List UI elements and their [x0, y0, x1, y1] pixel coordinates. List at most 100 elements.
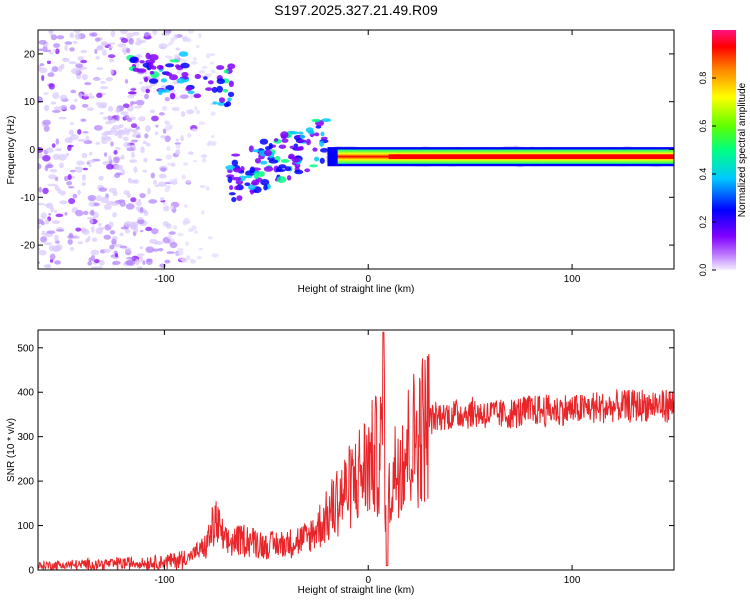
- noise-blob: [97, 104, 107, 109]
- noise-blob: [43, 125, 50, 132]
- noise-blob: [151, 228, 159, 235]
- noise-blob: [51, 143, 56, 148]
- noise-blob: [114, 164, 124, 171]
- noise-blob: [126, 257, 135, 260]
- colorbar-gradient: [712, 30, 736, 270]
- upper-cluster-blob: [127, 91, 137, 95]
- noise-blob: [174, 142, 181, 145]
- noise-blob: [45, 49, 52, 53]
- noise-blob: [200, 210, 205, 215]
- colorbar-tick-label: 0.8: [698, 72, 708, 85]
- noise-blob: [108, 47, 112, 51]
- noise-blob: [73, 98, 78, 102]
- lower-cluster-blob: [231, 197, 237, 203]
- noise-blob: [187, 227, 194, 233]
- lower-cluster-blob: [227, 176, 233, 183]
- upper-cluster-blob: [160, 78, 167, 83]
- noise-blob: [80, 49, 88, 54]
- noise-blob: [170, 237, 175, 243]
- noise-blob: [112, 212, 117, 218]
- noise-blob: [137, 219, 145, 225]
- noise-blob: [132, 31, 140, 36]
- colorbar-tick-label: 0.2: [698, 216, 708, 229]
- noise-blob: [175, 138, 179, 142]
- noise-blob: [123, 190, 130, 196]
- noise-blob: [95, 195, 102, 202]
- noise-blob: [49, 51, 54, 55]
- noise-blob: [198, 121, 206, 125]
- upper-cluster-blob: [169, 92, 176, 100]
- noise-blob: [57, 154, 67, 161]
- noise-blob: [119, 232, 124, 237]
- noise-blob: [140, 86, 147, 93]
- noise-blob: [136, 253, 145, 257]
- y-tick-label: 10: [24, 97, 36, 108]
- noise-blob: [151, 115, 159, 122]
- noise-blob: [180, 111, 186, 117]
- noise-blob: [44, 204, 51, 207]
- upper-cluster-blob: [227, 63, 236, 70]
- noise-blob: [139, 192, 146, 199]
- lower-cluster-blob: [253, 172, 259, 180]
- noise-blob: [131, 151, 135, 158]
- noise-blob: [40, 212, 47, 220]
- noise-blob: [69, 47, 75, 52]
- noise-blob: [98, 187, 108, 192]
- lower-cluster-blob: [294, 169, 304, 175]
- noise-blob: [43, 92, 49, 95]
- noise-blob: [162, 202, 167, 206]
- noise-blob: [59, 190, 66, 196]
- upper-cluster-blob: [145, 88, 150, 94]
- upper-cluster-blob: [205, 87, 213, 91]
- noise-blob: [67, 185, 75, 189]
- noise-blob: [50, 206, 55, 213]
- noise-blob: [172, 81, 177, 85]
- noise-blob: [202, 157, 207, 163]
- noise-blob: [173, 34, 178, 40]
- upper-cluster-blob: [178, 51, 189, 57]
- noise-blob: [67, 174, 72, 181]
- noise-blob: [195, 109, 201, 115]
- noise-blob: [177, 247, 184, 252]
- lower-cluster-blob: [280, 158, 290, 163]
- noise-blob: [115, 114, 120, 122]
- upper-cluster-blob: [212, 101, 218, 105]
- noise-blob: [160, 196, 165, 202]
- noise-blob: [95, 56, 100, 60]
- noise-blob: [161, 84, 166, 88]
- noise-blob: [53, 43, 61, 48]
- noise-blob: [103, 203, 112, 211]
- noise-blob: [44, 264, 52, 269]
- lower-cluster-blob: [248, 184, 256, 191]
- lower-cluster-blob: [263, 184, 268, 191]
- lower-cluster-blob: [252, 149, 260, 153]
- upper-cluster-blob: [216, 78, 225, 85]
- upper-cluster-blob: [227, 97, 232, 102]
- noise-blob: [176, 48, 180, 51]
- y-tick-label: -20: [21, 241, 36, 252]
- noise-blob: [41, 230, 46, 234]
- noise-blob: [42, 119, 51, 126]
- noise-blob: [188, 30, 195, 34]
- noise-blob: [64, 44, 68, 52]
- lower-cluster-blob: [257, 171, 265, 177]
- noise-blob: [48, 213, 52, 216]
- noise-blob: [140, 146, 145, 154]
- noise-blob: [125, 203, 135, 210]
- carrier-band-peak: [388, 154, 674, 160]
- colorbar: 0.0 0.2 0.4 0.6 0.8 Normalized spectral ampl…: [698, 30, 748, 276]
- noise-blob: [110, 141, 114, 147]
- noise-blob: [130, 88, 137, 91]
- noise-blob: [45, 218, 49, 225]
- noise-blob: [94, 266, 104, 269]
- noise-blob: [47, 72, 55, 78]
- noise-blob: [75, 227, 82, 232]
- noise-blob: [119, 200, 126, 207]
- noise-blob: [207, 236, 213, 240]
- colorbar-tick-label: 0.4: [698, 168, 708, 181]
- noise-blob: [126, 117, 133, 123]
- noise-blob: [103, 234, 112, 240]
- lower-cluster-blob: [286, 175, 292, 181]
- noise-blob: [75, 209, 84, 217]
- lower-cluster-blob: [299, 145, 304, 151]
